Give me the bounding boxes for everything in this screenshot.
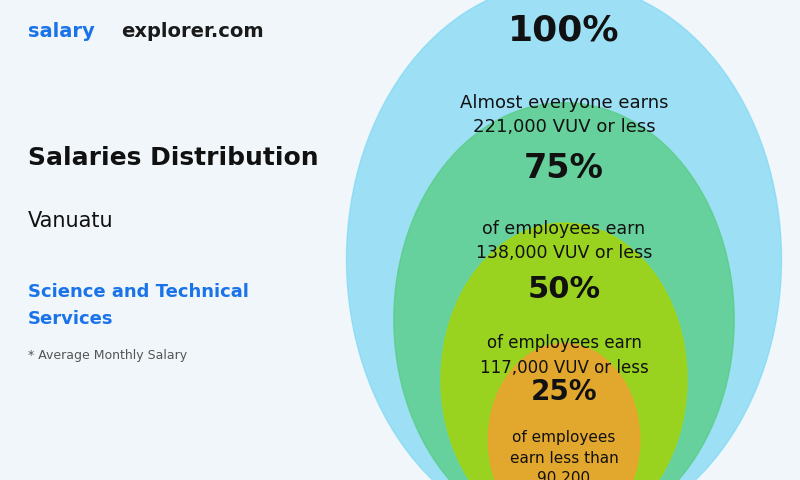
Circle shape: [394, 103, 734, 480]
Text: Vanuatu: Vanuatu: [28, 211, 114, 231]
Text: of employees earn
138,000 VUV or less: of employees earn 138,000 VUV or less: [476, 220, 652, 263]
Circle shape: [346, 0, 782, 480]
Text: Science and Technical
Services: Science and Technical Services: [28, 283, 249, 328]
Text: 100%: 100%: [508, 13, 620, 48]
Circle shape: [488, 344, 640, 480]
Text: Salaries Distribution: Salaries Distribution: [28, 146, 318, 170]
Text: 25%: 25%: [530, 378, 598, 406]
Text: * Average Monthly Salary: * Average Monthly Salary: [28, 348, 187, 362]
Text: of employees earn
117,000 VUV or less: of employees earn 117,000 VUV or less: [480, 335, 648, 377]
Text: explorer.com: explorer.com: [122, 22, 264, 41]
Text: 75%: 75%: [524, 153, 604, 185]
Circle shape: [441, 223, 687, 480]
Text: Almost everyone earns
221,000 VUV or less: Almost everyone earns 221,000 VUV or les…: [460, 94, 668, 136]
Text: of employees
earn less than
90,200: of employees earn less than 90,200: [510, 430, 618, 480]
Text: 50%: 50%: [527, 275, 601, 304]
Text: salary: salary: [28, 22, 95, 41]
